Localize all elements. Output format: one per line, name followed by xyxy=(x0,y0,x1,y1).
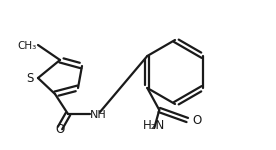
Text: S: S xyxy=(26,72,34,84)
Text: NH: NH xyxy=(90,110,107,120)
Text: O: O xyxy=(192,114,201,126)
Text: CH₃: CH₃ xyxy=(17,41,37,51)
Text: H₂N: H₂N xyxy=(143,119,165,132)
Text: O: O xyxy=(55,123,65,136)
